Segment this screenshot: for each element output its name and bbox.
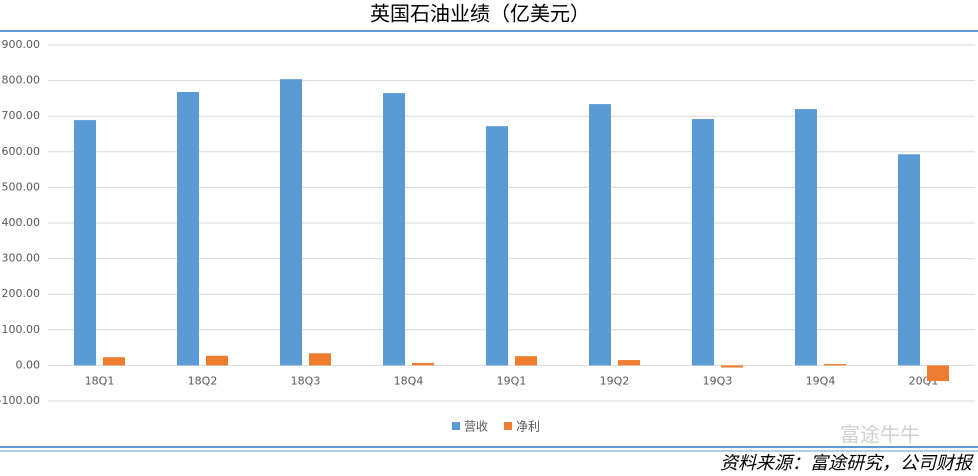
y-tick-label: 0.00 (16, 358, 41, 371)
y-tick-label: 800.00 (2, 74, 41, 87)
legend-swatch (452, 422, 460, 430)
legend-label: 净利 (516, 420, 540, 434)
y-tick-label: 200.00 (2, 287, 41, 300)
bar (589, 104, 611, 366)
bar (898, 154, 920, 366)
y-tick-label: 400.00 (2, 216, 41, 229)
legend-label: 营收 (464, 420, 488, 434)
bar (721, 365, 743, 368)
y-tick-label: 300.00 (2, 252, 41, 265)
x-tick-label: 19Q4 (806, 374, 836, 387)
x-tick-label: 18Q2 (188, 374, 218, 387)
y-tick-label: -100.00 (0, 394, 40, 407)
y-tick-label: 600.00 (2, 145, 41, 158)
x-tick-label: 19Q1 (497, 374, 527, 387)
bar (927, 365, 949, 382)
x-tick-label: 18Q1 (85, 374, 115, 387)
x-tick-label: 19Q3 (703, 374, 733, 387)
bar (795, 109, 817, 366)
bar (309, 353, 331, 366)
y-tick-label: 100.00 (2, 323, 41, 336)
x-tick-label: 18Q4 (394, 374, 424, 387)
bar (618, 360, 640, 366)
bar (515, 356, 537, 366)
bar (824, 363, 846, 366)
y-tick-label: 700.00 (2, 109, 41, 122)
x-tick-label: 18Q3 (291, 374, 321, 387)
bar (383, 93, 405, 366)
y-tick-label: 500.00 (2, 180, 41, 193)
bar (412, 362, 434, 366)
bar (692, 119, 714, 366)
bar (206, 355, 228, 366)
bar (74, 120, 96, 366)
bar (280, 79, 302, 366)
legend-swatch (504, 422, 512, 430)
bar (486, 126, 508, 366)
bar (177, 91, 199, 366)
chart-title: 英国石油业绩（亿美元） (370, 2, 590, 26)
y-tick-label: 900.00 (2, 38, 41, 51)
watermark: 富途牛牛 (840, 423, 920, 447)
source-note: 资料来源：富途研究，公司财报 (720, 453, 974, 474)
bar (103, 357, 125, 366)
x-tick-label: 19Q2 (600, 374, 630, 387)
